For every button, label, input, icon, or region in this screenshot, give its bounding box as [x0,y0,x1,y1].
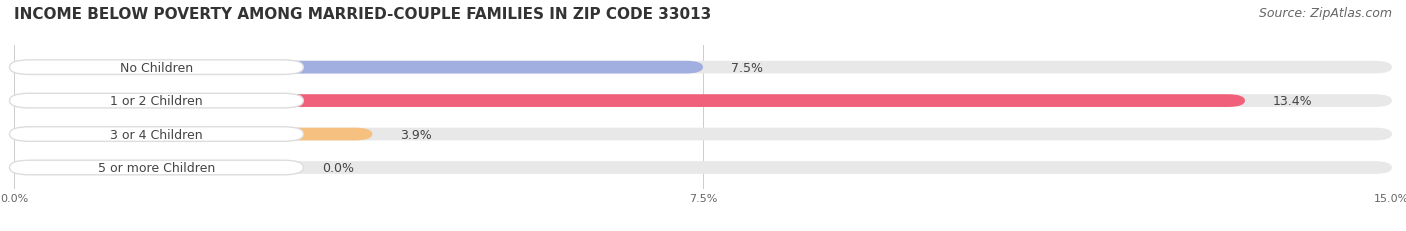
FancyBboxPatch shape [10,94,304,108]
Text: 0.0%: 0.0% [322,161,354,174]
FancyBboxPatch shape [10,61,304,75]
Text: 3 or 4 Children: 3 or 4 Children [110,128,202,141]
Text: 3.9%: 3.9% [399,128,432,141]
Text: INCOME BELOW POVERTY AMONG MARRIED-COUPLE FAMILIES IN ZIP CODE 33013: INCOME BELOW POVERTY AMONG MARRIED-COUPL… [14,7,711,22]
FancyBboxPatch shape [10,127,304,142]
FancyBboxPatch shape [14,128,373,141]
Text: No Children: No Children [120,61,193,74]
Text: 7.5%: 7.5% [731,61,762,74]
Text: Source: ZipAtlas.com: Source: ZipAtlas.com [1258,7,1392,20]
FancyBboxPatch shape [14,61,703,74]
Text: 5 or more Children: 5 or more Children [98,161,215,174]
FancyBboxPatch shape [14,161,1392,174]
Text: 1 or 2 Children: 1 or 2 Children [110,95,202,108]
FancyBboxPatch shape [14,61,1392,74]
FancyBboxPatch shape [14,95,1392,107]
Text: 13.4%: 13.4% [1272,95,1312,108]
FancyBboxPatch shape [14,128,1392,141]
FancyBboxPatch shape [14,95,1244,107]
FancyBboxPatch shape [10,161,304,175]
